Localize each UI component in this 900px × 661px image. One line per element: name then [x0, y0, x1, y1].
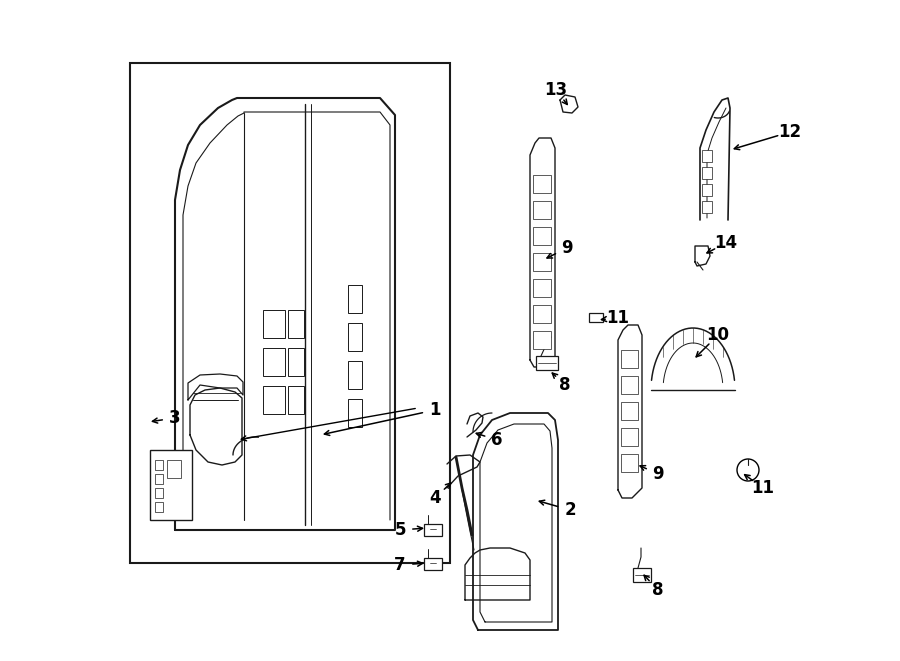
Bar — [536, 356, 558, 370]
Bar — [702, 167, 712, 179]
Bar — [533, 279, 551, 297]
Bar — [348, 323, 362, 351]
Bar — [424, 558, 442, 570]
Text: 13: 13 — [544, 81, 568, 99]
Bar — [533, 175, 551, 193]
Bar — [702, 201, 712, 213]
Text: 10: 10 — [706, 326, 730, 344]
Bar — [155, 474, 163, 484]
Bar — [263, 348, 285, 376]
Text: 3: 3 — [169, 409, 181, 427]
Text: 5: 5 — [394, 521, 406, 539]
Bar — [621, 402, 638, 420]
Text: 6: 6 — [491, 431, 503, 449]
Bar — [533, 305, 551, 323]
Text: 8: 8 — [652, 581, 664, 599]
Text: 7: 7 — [394, 556, 406, 574]
Bar — [589, 313, 603, 322]
Bar — [424, 524, 442, 536]
Text: 4: 4 — [429, 489, 441, 507]
Bar — [348, 361, 362, 389]
Bar — [348, 399, 362, 427]
Bar — [288, 310, 304, 338]
Polygon shape — [560, 95, 578, 113]
Bar — [288, 386, 304, 414]
Bar — [288, 348, 304, 376]
Text: 1: 1 — [429, 401, 441, 419]
Bar — [621, 350, 638, 368]
Bar — [263, 310, 285, 338]
Bar — [150, 450, 192, 520]
Bar — [130, 63, 450, 563]
Text: 8: 8 — [559, 376, 571, 394]
Text: 9: 9 — [652, 465, 664, 483]
Bar — [155, 502, 163, 512]
Bar — [621, 428, 638, 446]
Text: 14: 14 — [715, 234, 738, 252]
Text: 9: 9 — [562, 239, 572, 257]
Bar — [167, 460, 181, 478]
Bar — [533, 227, 551, 245]
Bar — [702, 184, 712, 196]
Text: 11: 11 — [607, 309, 629, 327]
Bar — [633, 568, 651, 582]
Bar — [533, 253, 551, 271]
Bar — [348, 285, 362, 313]
Bar — [155, 460, 163, 470]
Bar — [533, 201, 551, 219]
Text: 11: 11 — [752, 479, 775, 497]
Text: 12: 12 — [778, 123, 802, 141]
Bar — [702, 150, 712, 162]
Bar — [533, 331, 551, 349]
Bar — [155, 488, 163, 498]
Bar — [621, 454, 638, 472]
Bar — [621, 376, 638, 394]
Bar — [263, 386, 285, 414]
Text: 2: 2 — [564, 501, 576, 519]
